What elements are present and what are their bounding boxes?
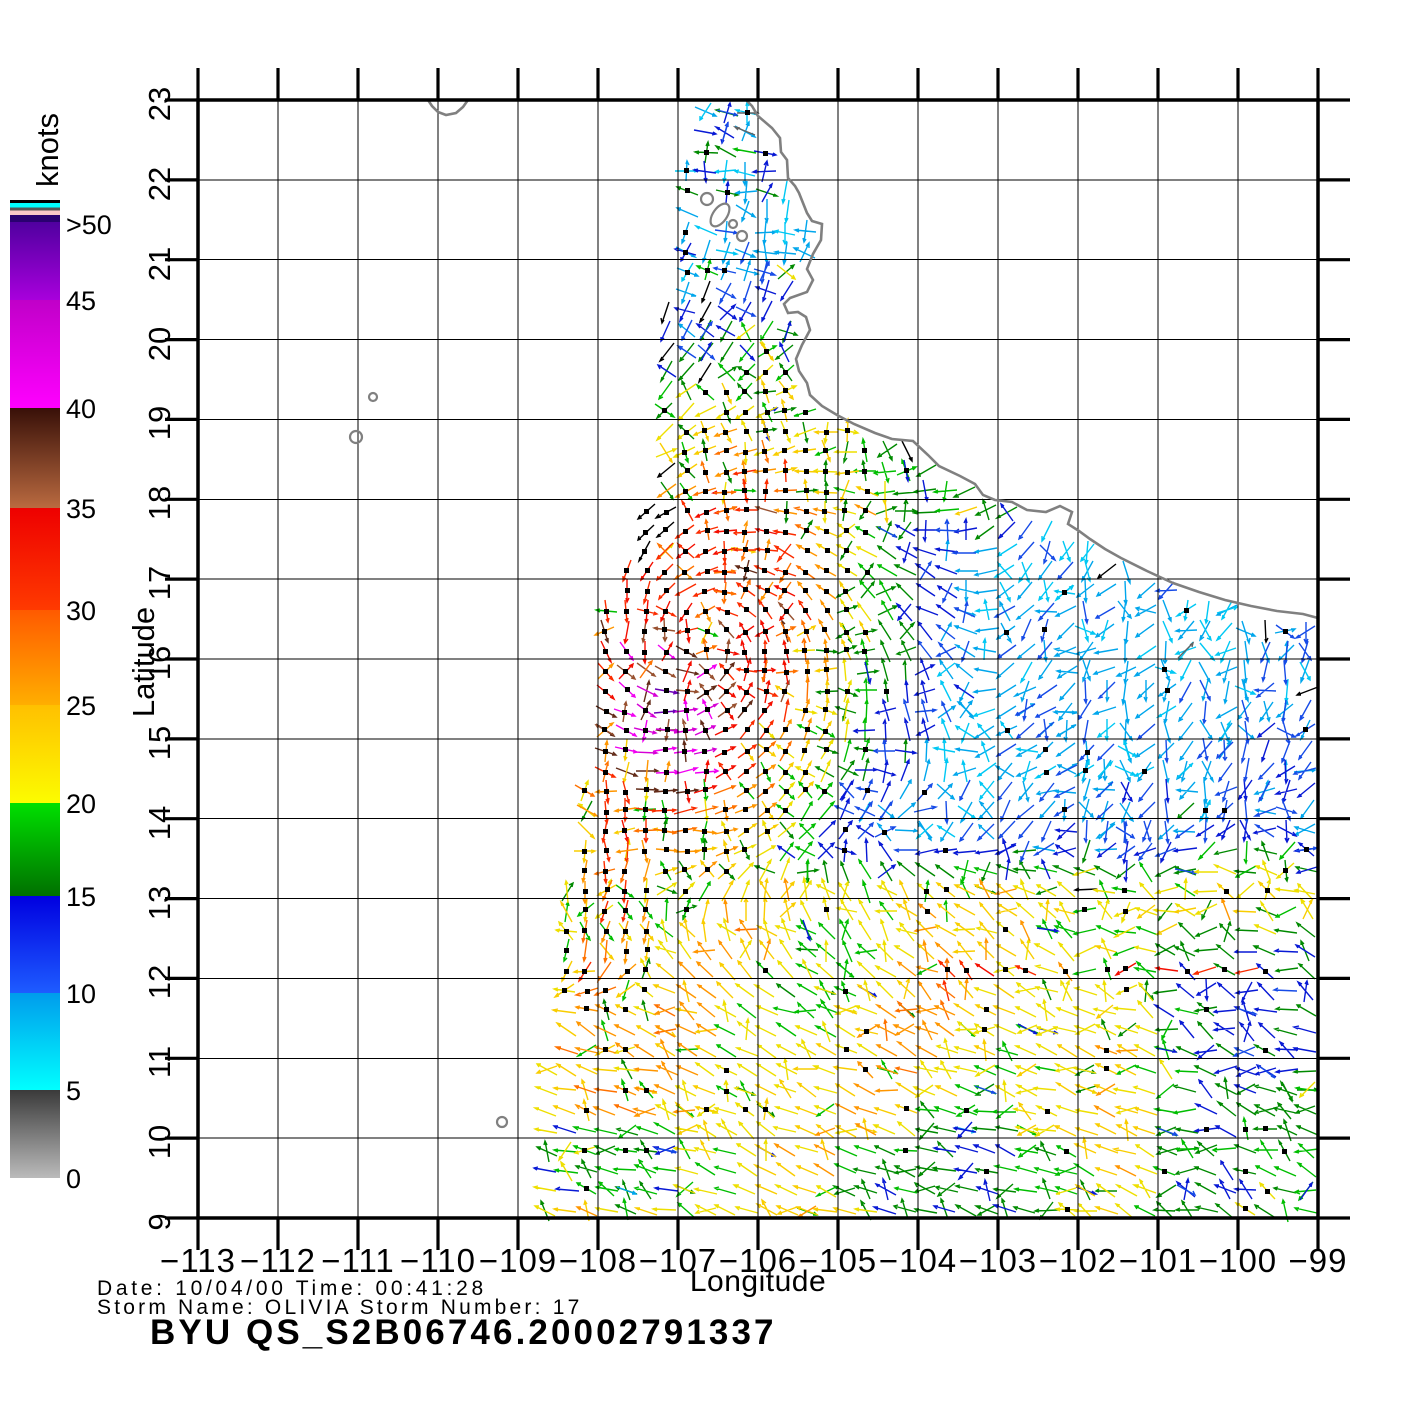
svg-text:15: 15 xyxy=(66,882,96,912)
svg-text:20: 20 xyxy=(142,327,177,361)
svg-text:10: 10 xyxy=(66,979,96,1009)
svg-text:−106: −106 xyxy=(719,1242,797,1279)
svg-text:18: 18 xyxy=(142,486,177,520)
svg-text:Date: 10/04/00 Time: 00:4: Date: 10/04/00 Time: 00:41:28 xyxy=(97,1277,487,1300)
svg-text:−112: −112 xyxy=(240,1242,316,1279)
svg-text:15: 15 xyxy=(142,726,177,760)
svg-text:11: 11 xyxy=(142,1046,177,1078)
svg-text:Longitude: Longitude xyxy=(690,1265,826,1298)
svg-text:Storm Name: OLIVIA Storm: Storm Name: OLIVIA Storm Number: 17 xyxy=(97,1296,582,1319)
svg-text:16: 16 xyxy=(142,646,177,680)
svg-text:−109: −109 xyxy=(479,1242,557,1279)
svg-text:14: 14 xyxy=(142,806,177,840)
svg-text:−102: −102 xyxy=(1039,1242,1117,1279)
svg-text:45: 45 xyxy=(66,286,96,316)
svg-text:25: 25 xyxy=(66,691,96,721)
svg-text:10: 10 xyxy=(142,1125,177,1159)
svg-text:21: 21 xyxy=(142,247,177,281)
svg-text:−105: −105 xyxy=(799,1242,877,1279)
svg-text:knots: knots xyxy=(30,113,65,187)
svg-text:17: 17 xyxy=(142,566,177,600)
svg-text:−103: −103 xyxy=(959,1242,1037,1279)
svg-text:22: 22 xyxy=(142,167,177,201)
svg-text:−99: −99 xyxy=(1289,1242,1348,1279)
svg-text:13: 13 xyxy=(142,886,177,920)
svg-text:BYU QS_S2B06746.20002791337: BYU QS_S2B06746.20002791337 xyxy=(150,1313,777,1352)
svg-text:−108: −108 xyxy=(559,1242,637,1279)
svg-text:5: 5 xyxy=(66,1076,81,1106)
svg-text:−107: −107 xyxy=(639,1242,717,1279)
svg-text:12: 12 xyxy=(142,965,177,999)
svg-text:20: 20 xyxy=(66,789,96,819)
svg-text:−113: −113 xyxy=(160,1242,236,1279)
svg-text:35: 35 xyxy=(66,494,96,524)
svg-text:−104: −104 xyxy=(879,1242,957,1279)
svg-text:0: 0 xyxy=(66,1164,81,1194)
svg-text:−100: −100 xyxy=(1199,1242,1277,1279)
svg-text:>50: >50 xyxy=(66,210,112,240)
svg-text:−110: −110 xyxy=(400,1242,476,1279)
svg-text:−111: −111 xyxy=(321,1242,394,1279)
svg-text:19: 19 xyxy=(142,406,177,440)
svg-text:40: 40 xyxy=(66,394,96,424)
svg-text:Latitude: Latitude xyxy=(126,607,161,717)
svg-text:9: 9 xyxy=(142,1213,177,1230)
svg-text:−101: −101 xyxy=(1119,1242,1197,1279)
svg-text:23: 23 xyxy=(142,87,177,121)
svg-text:30: 30 xyxy=(66,596,96,626)
